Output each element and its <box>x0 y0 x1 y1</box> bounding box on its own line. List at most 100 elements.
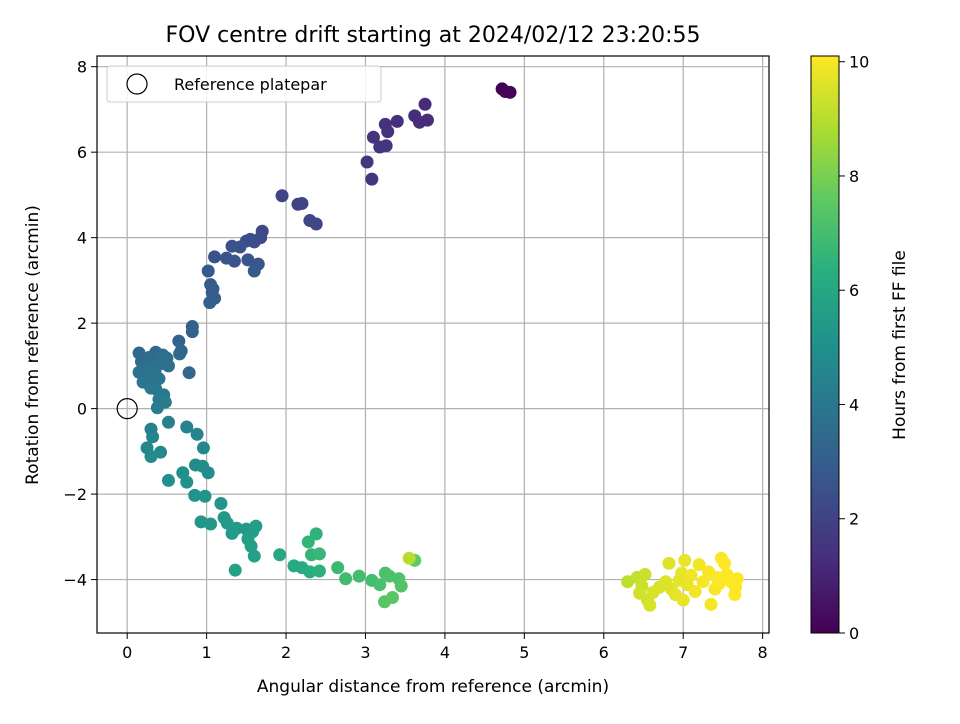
data-point <box>412 115 426 129</box>
data-point <box>312 547 326 561</box>
colorbar-ticks: 0 2 4 6 8 10 <box>839 53 869 643</box>
x-tick-label: 5 <box>519 643 529 662</box>
data-point <box>418 97 432 111</box>
legend-box <box>106 65 382 103</box>
data-point <box>312 564 326 578</box>
data-point <box>233 240 247 254</box>
y-tick-label: −4 <box>63 571 87 590</box>
y-tick-label: 4 <box>77 229 87 248</box>
data-point <box>718 556 732 570</box>
colorbar-tick-label: 0 <box>849 624 859 643</box>
data-point <box>696 575 710 589</box>
data-point <box>352 569 366 583</box>
data-point <box>684 568 698 582</box>
y-tick-label: 2 <box>77 314 87 333</box>
data-point <box>247 235 261 249</box>
data-point <box>228 563 242 577</box>
x-tick-label: 0 <box>122 643 132 662</box>
data-point <box>214 496 228 510</box>
data-point <box>173 347 187 361</box>
data-point <box>204 517 218 531</box>
data-point <box>503 85 517 99</box>
y-axis-ticks: −4 −2 0 2 4 6 8 <box>63 58 97 590</box>
data-point <box>729 580 743 594</box>
data-point <box>150 401 164 415</box>
data-point <box>381 125 395 139</box>
data-point <box>247 264 261 278</box>
colorbar-gradient <box>810 55 840 634</box>
data-point <box>360 155 374 169</box>
data-point <box>692 558 706 572</box>
data-point <box>712 577 726 591</box>
data-point <box>295 196 309 210</box>
data-point <box>208 250 222 264</box>
data-point <box>203 296 217 310</box>
data-point <box>394 579 408 593</box>
data-point <box>390 114 404 128</box>
data-point <box>196 441 210 455</box>
data-point <box>182 366 196 380</box>
data-point <box>161 473 175 487</box>
data-point <box>309 217 323 231</box>
x-tick-label: 1 <box>202 643 212 662</box>
data-point <box>247 549 261 563</box>
data-point <box>185 325 199 339</box>
data-point <box>385 591 399 605</box>
x-axis-label: Angular distance from reference (arcmin) <box>257 677 609 697</box>
data-point <box>643 598 657 612</box>
data-point <box>241 253 255 267</box>
grid-lines <box>97 56 769 633</box>
data-point <box>201 264 215 278</box>
data-point <box>379 139 393 153</box>
data-point <box>220 516 234 530</box>
x-tick-label: 2 <box>281 643 291 662</box>
y-tick-label: 8 <box>77 58 87 77</box>
data-point <box>273 548 287 562</box>
data-point <box>244 539 258 553</box>
data-point <box>303 565 317 579</box>
data-point <box>301 535 315 549</box>
data-point <box>676 593 690 607</box>
reference-marker-layer <box>116 398 138 420</box>
x-tick-label: 6 <box>599 643 609 662</box>
legend-marker-icon <box>126 73 148 95</box>
data-point <box>402 551 416 565</box>
colorbar-label: Hours from first FF file <box>890 250 910 440</box>
x-tick-label: 3 <box>360 643 370 662</box>
data-point <box>144 381 158 395</box>
colorbar: 0 2 4 6 8 10 Hours from first FF file <box>810 53 910 643</box>
data-point <box>662 556 676 570</box>
colorbar-tick-label: 8 <box>849 167 859 186</box>
reference-point-marker <box>116 398 138 420</box>
data-point <box>225 526 239 540</box>
chart-title: FOV centre drift starting at 2024/02/12 … <box>166 23 701 48</box>
data-point <box>339 572 353 586</box>
x-axis-ticks: 0 1 2 3 4 5 6 7 8 <box>122 633 768 662</box>
data-point <box>678 553 692 567</box>
data-point <box>638 567 652 581</box>
data-point <box>172 334 186 348</box>
data-point <box>227 254 241 268</box>
data-point <box>688 585 702 599</box>
y-tick-label: 0 <box>77 400 87 419</box>
data-points <box>132 82 744 612</box>
data-point <box>146 430 160 444</box>
data-point <box>161 415 175 429</box>
data-point <box>201 466 215 480</box>
data-point <box>190 427 204 441</box>
y-tick-label: 6 <box>77 143 87 162</box>
data-point <box>704 597 718 611</box>
data-point <box>198 489 212 503</box>
data-point <box>188 488 202 502</box>
data-point <box>331 561 345 575</box>
y-tick-label: −2 <box>63 485 87 504</box>
colorbar-tick-label: 10 <box>849 53 869 72</box>
legend: Reference platepar <box>106 65 382 103</box>
x-tick-label: 7 <box>678 643 688 662</box>
data-point <box>309 527 323 541</box>
data-point <box>161 359 175 373</box>
y-axis-label: Rotation from reference (arcmin) <box>23 205 43 485</box>
plot-frame <box>96 55 770 634</box>
x-tick-label: 4 <box>440 643 450 662</box>
